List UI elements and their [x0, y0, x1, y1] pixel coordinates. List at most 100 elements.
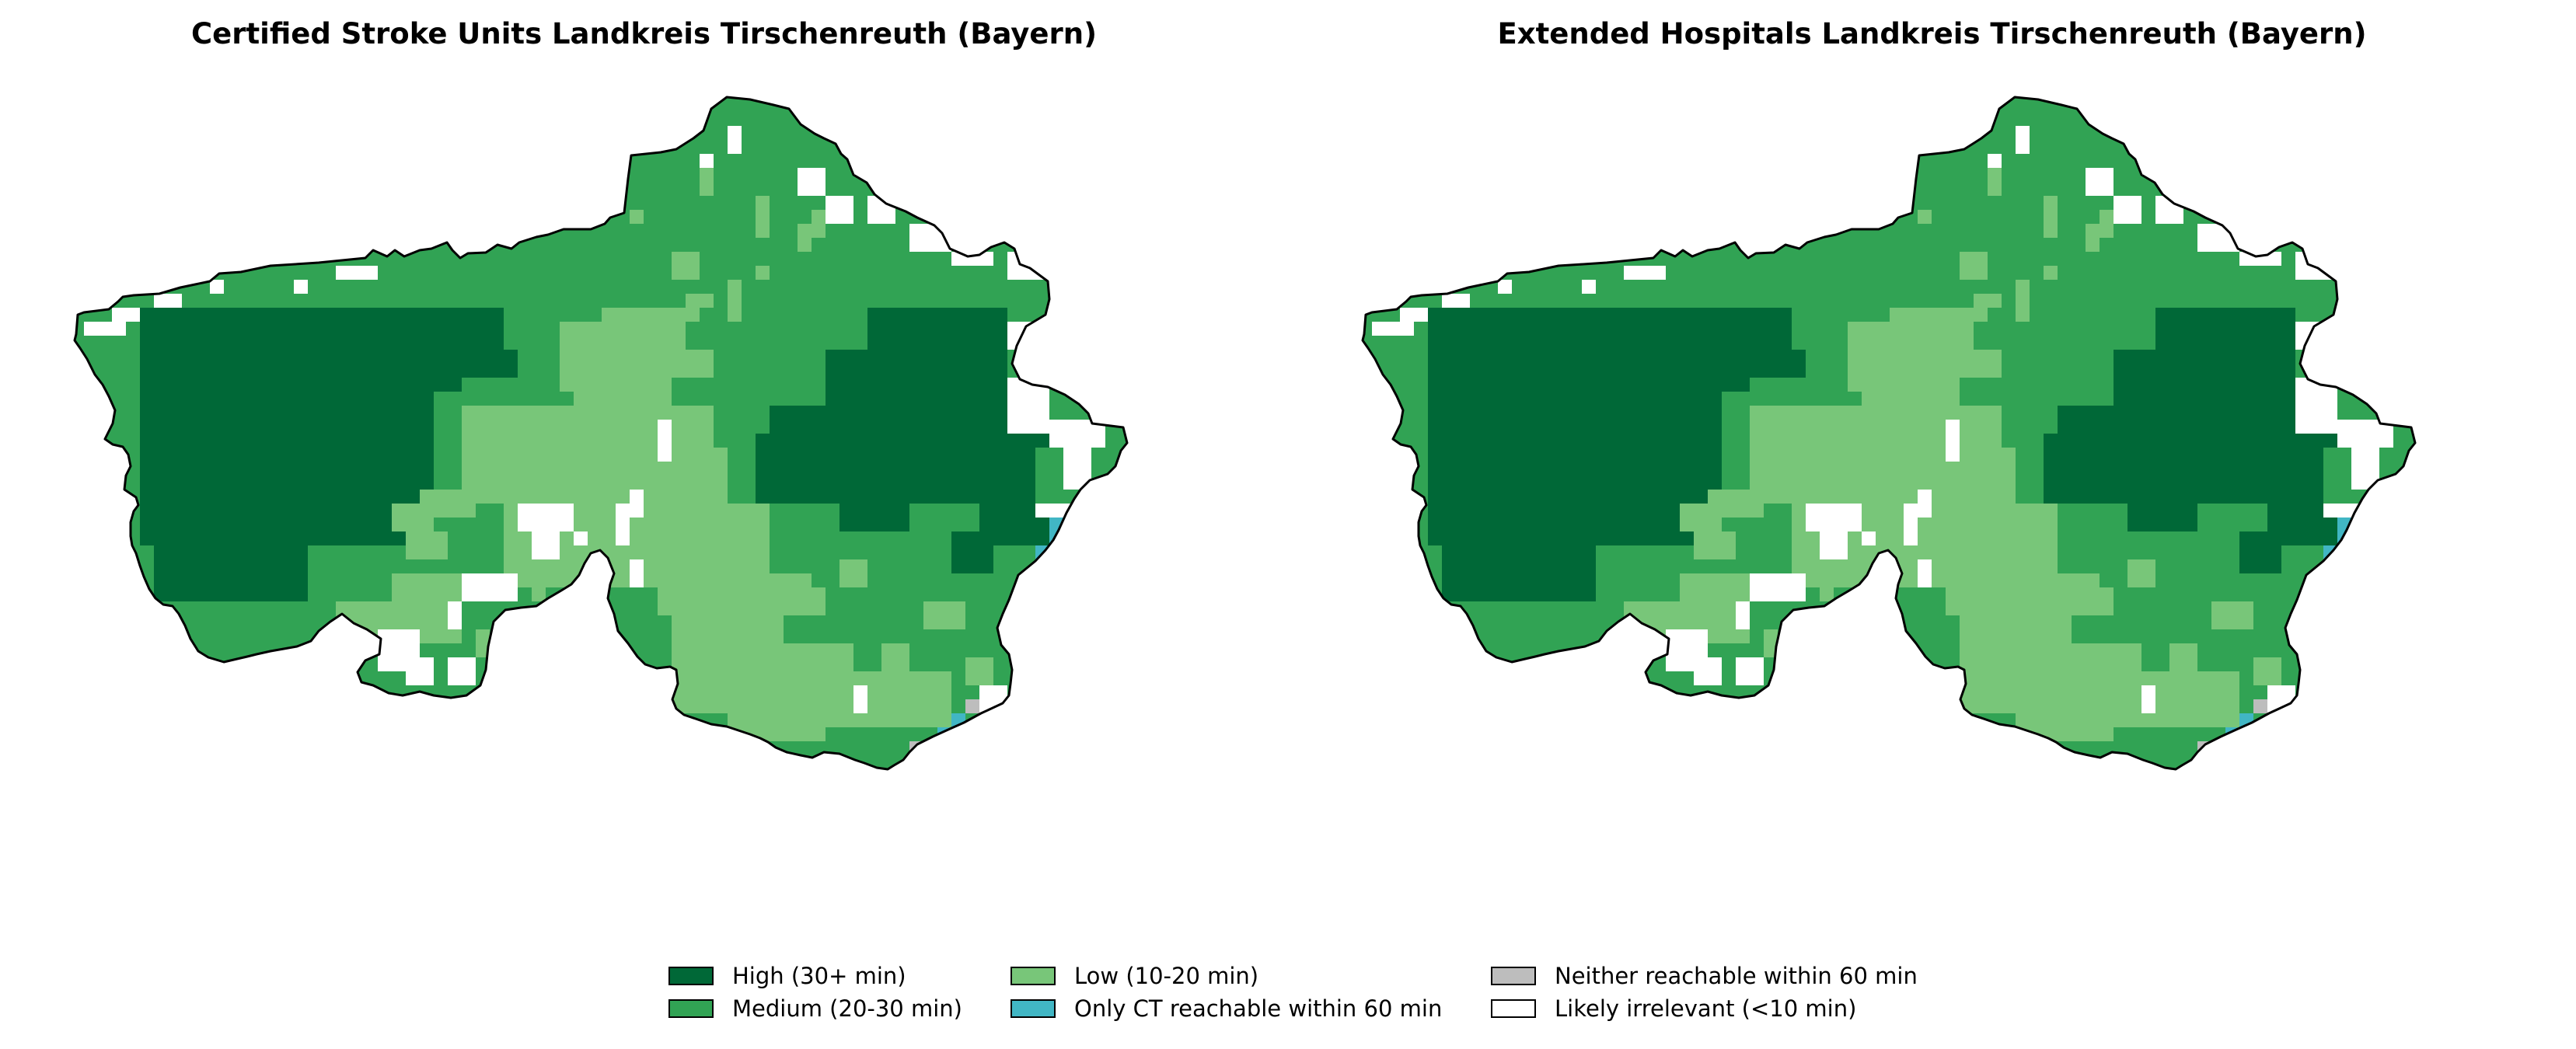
grid-cell	[993, 713, 1007, 727]
grid-cell	[1428, 364, 1526, 420]
grid-cell	[1736, 601, 1750, 629]
grid-cell	[2239, 531, 2281, 573]
grid-cell	[1708, 573, 1736, 601]
grid-cell	[2365, 504, 2379, 518]
grid-cell	[1918, 559, 1932, 587]
grid-cell	[1694, 531, 1736, 559]
grid-cell	[1820, 587, 1834, 601]
grid-cell	[1876, 378, 1932, 406]
grid-cell	[2100, 210, 2114, 238]
grid-cell	[2309, 573, 2323, 587]
grid-cell	[798, 224, 812, 252]
choropleth-map	[73, 96, 1129, 771]
grid-cell	[392, 504, 434, 531]
grid-cell	[2127, 559, 2155, 587]
legend-label: Only CT reachable within 60 min	[1074, 995, 1443, 1022]
grid-cell	[937, 601, 965, 629]
grid-cell	[1470, 545, 1554, 587]
grid-cell	[1820, 531, 1848, 559]
grid-cell	[1021, 573, 1035, 587]
grid-cell	[2239, 252, 2281, 266]
legend-label: Likely irrelevant (<10 min)	[1555, 995, 1857, 1022]
grid-cell	[588, 378, 644, 406]
grid-cell	[182, 545, 266, 587]
grid-cell	[112, 308, 140, 322]
grid-cell	[406, 657, 434, 685]
legend-label: Medium (20-30 min)	[732, 995, 962, 1022]
grid-cell	[1778, 573, 1806, 601]
grid-cell	[812, 671, 951, 727]
grid-cell	[1007, 252, 1049, 280]
grid-cell	[1736, 657, 1764, 685]
grid-cell	[294, 280, 308, 294]
grid-cell	[1077, 504, 1091, 518]
legend-item-only-ct: Only CT reachable within 60 min	[1011, 995, 1442, 1023]
grid-cell	[84, 322, 126, 336]
grid-cell	[1428, 308, 1722, 545]
grid-cell	[881, 643, 909, 671]
choropleth-map	[1361, 96, 2417, 771]
grid-cell	[2253, 657, 2281, 685]
grid-cell	[728, 699, 826, 741]
grid-cell	[951, 531, 993, 573]
grid-cell	[2058, 406, 2323, 504]
grid-cell	[1848, 545, 1876, 573]
legend-swatch	[1011, 999, 1056, 1018]
grid-cell	[560, 545, 588, 573]
grid-cell	[616, 504, 630, 545]
grid-cells	[1372, 126, 2393, 755]
grid-cell	[1918, 210, 1932, 224]
grid-cell	[1946, 420, 1960, 462]
grid-cell	[2127, 504, 2197, 531]
grid-cell	[756, 266, 770, 280]
grid-cell	[2044, 266, 2058, 280]
grid-cell	[630, 559, 644, 587]
grid-cell	[812, 210, 826, 238]
grid-cell	[728, 615, 756, 643]
grid-cell	[700, 154, 714, 168]
grid-cell	[1918, 490, 1932, 518]
legend-item-high: High (30+ min)	[668, 962, 906, 990]
grid-cell	[1442, 294, 1470, 308]
grid-cell	[965, 699, 979, 713]
grid-cell	[602, 308, 686, 350]
grid-cell	[518, 504, 574, 531]
grid-cell	[798, 587, 826, 615]
grid-cell	[728, 126, 742, 154]
grid-cell	[672, 252, 700, 280]
legend-swatch	[668, 999, 714, 1018]
grid-cell	[476, 350, 518, 378]
grid-cell	[448, 601, 462, 629]
legend-item-irrelevant: Likely irrelevant (<10 min)	[1491, 995, 1856, 1023]
grid-cell	[2281, 713, 2295, 727]
grid-cell	[1582, 280, 1596, 294]
grid-cell	[2114, 643, 2141, 671]
grid-cell	[658, 420, 672, 462]
grid-cell	[1974, 308, 1988, 322]
map-legend: High (30+ min) Medium (20-30 min) Low (1…	[0, 962, 2576, 1049]
legend-label: Neither reachable within 60 min	[1555, 963, 1918, 989]
grid-cell	[1750, 573, 1778, 601]
grid-cell	[630, 210, 644, 224]
grid-cell	[210, 280, 224, 294]
grid-cell	[574, 531, 588, 545]
map-title: Extended Hospitals Landkreis Tirschenreu…	[1497, 17, 2367, 51]
grid-cell	[2016, 126, 2030, 154]
grid-cell	[2100, 671, 2239, 727]
grid-cell	[700, 168, 714, 196]
grid-cell	[1988, 154, 2002, 168]
grid-cell	[1624, 266, 1666, 280]
legend-swatch	[1011, 967, 1056, 985]
grid-cell	[1694, 657, 1722, 685]
grid-cell	[2253, 699, 2267, 713]
grid-cell	[2016, 280, 2030, 322]
grid-cell	[476, 629, 490, 657]
grid-cell	[672, 350, 714, 378]
grid-cell	[2114, 196, 2141, 224]
grid-cell	[2169, 643, 2197, 671]
grid-cell	[2016, 699, 2114, 741]
legend-label: High (30+ min)	[732, 963, 906, 989]
grid-cell	[1007, 601, 1021, 643]
grid-cell	[1862, 531, 1876, 545]
grid-cell	[1764, 629, 1778, 657]
